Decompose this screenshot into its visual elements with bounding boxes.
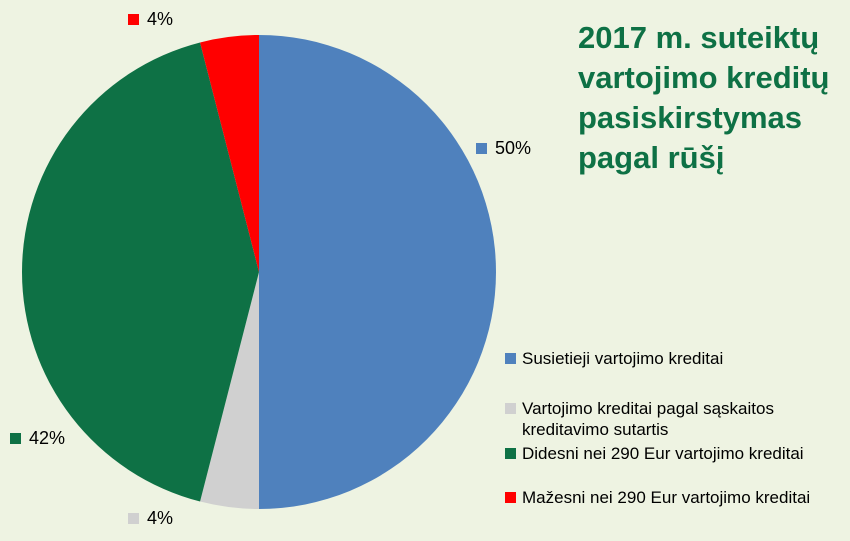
legend-swatch (505, 353, 516, 364)
pie-slice-susietieji (259, 35, 496, 509)
pie-slice-mazesni-nei-290 (200, 35, 259, 272)
data-label-susietieji: 50% (476, 138, 531, 159)
data-label-saskaitos-kreditavimo: 4% (128, 508, 173, 529)
data-label-mazesni-nei-290: 4% (128, 9, 173, 30)
legend-swatch (505, 448, 516, 459)
data-label-swatch (128, 513, 139, 524)
legend-swatch (505, 492, 516, 503)
legend-label: Mažesni nei 290 Eur vartojimo kreditai (522, 488, 811, 507)
legend-label: Vartojimo kreditai pagal sąskaitos kredi… (522, 399, 774, 439)
pie-slice-saskaitos-kreditavimo (200, 272, 259, 509)
data-label-text: 50% (495, 138, 532, 158)
legend-label: Didesni nei 290 Eur vartojimo kreditai (522, 444, 804, 463)
legend-item-saskaitos-kreditavimo: Vartojimo kreditai pagal sąskaitos kredi… (505, 398, 815, 440)
legend-item-didesni-nei-290: Didesni nei 290 Eur vartojimo kreditai (505, 443, 845, 464)
data-label-swatch (10, 433, 21, 444)
data-label-swatch (476, 143, 487, 154)
legend-swatch (505, 403, 516, 414)
legend-item-susietieji: Susietieji vartojimo kreditai (505, 348, 845, 369)
chart-title: 2017 m. suteiktų vartojimo kreditų pasis… (578, 20, 830, 175)
legend-label: Susietieji vartojimo kreditai (522, 349, 724, 368)
legend-item-mazesni-nei-290: Mažesni nei 290 Eur vartojimo kreditai (505, 487, 845, 508)
data-label-text: 4% (147, 508, 174, 528)
pie-slice-didesni-nei-290 (21, 42, 260, 502)
data-label-didesni-nei-290: 42% (10, 428, 65, 449)
data-label-swatch (128, 14, 139, 25)
data-label-text: 42% (29, 428, 66, 448)
data-label-text: 4% (147, 9, 174, 29)
